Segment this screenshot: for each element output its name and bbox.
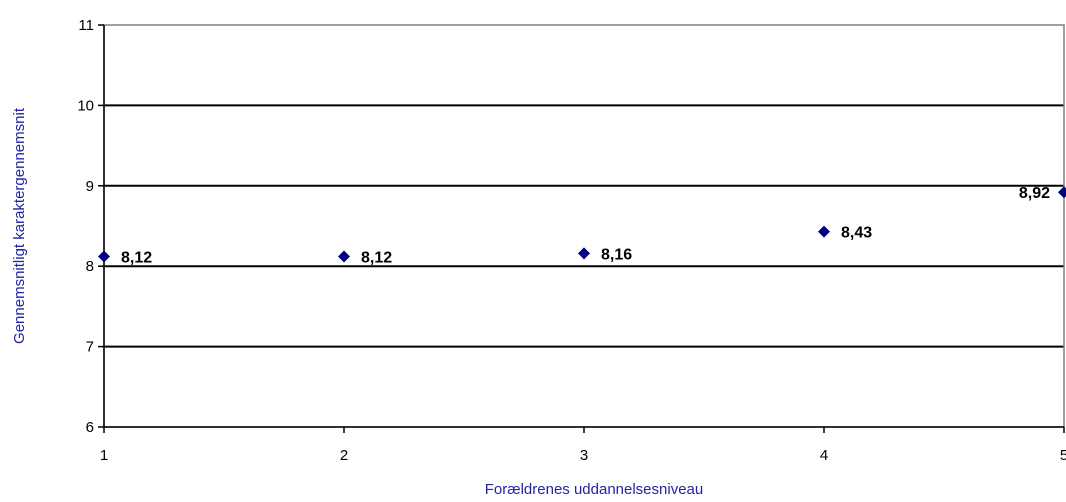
y-tick-label: 9: [86, 178, 94, 195]
y-tick-label: 10: [77, 97, 94, 114]
data-points: [98, 186, 1066, 263]
data-label: 8,43: [841, 225, 872, 242]
gridlines: [104, 104, 1064, 348]
data-point: [818, 225, 830, 238]
data-point: [578, 247, 590, 260]
x-tick-label: 2: [340, 447, 348, 464]
y-tick-label: 7: [86, 339, 94, 356]
x-tick-label: 4: [820, 447, 828, 464]
y-axis-title: Gennemsnitligt karaktergennemsnit: [11, 107, 28, 344]
data-label: 8,16: [601, 246, 632, 263]
x-axis-title: Forældrenes uddannelsesniveau: [485, 481, 703, 498]
x-tick-label: 1: [100, 447, 108, 464]
data-labels: 8,12 8,12 8,16 8,43 8,92: [121, 185, 1050, 266]
data-label: 8,12: [361, 250, 392, 267]
y-tick-label: 8: [86, 258, 94, 275]
axes: [98, 24, 1065, 433]
data-point: [98, 250, 110, 263]
x-tick-label: 5: [1060, 447, 1066, 464]
x-tick-label: 3: [580, 447, 588, 464]
data-label: 8,12: [121, 250, 152, 267]
y-tick-label: 6: [86, 419, 94, 436]
data-point: [1058, 186, 1066, 199]
data-point: [338, 250, 350, 263]
y-tick-labels: 6 7 8 9 10 11: [77, 17, 94, 436]
data-label: 8,92: [1019, 185, 1050, 202]
plot-area: [104, 25, 1064, 427]
x-tick-labels: 1 2 3 4 5: [100, 447, 1066, 464]
y-tick-label: 11: [78, 17, 94, 34]
